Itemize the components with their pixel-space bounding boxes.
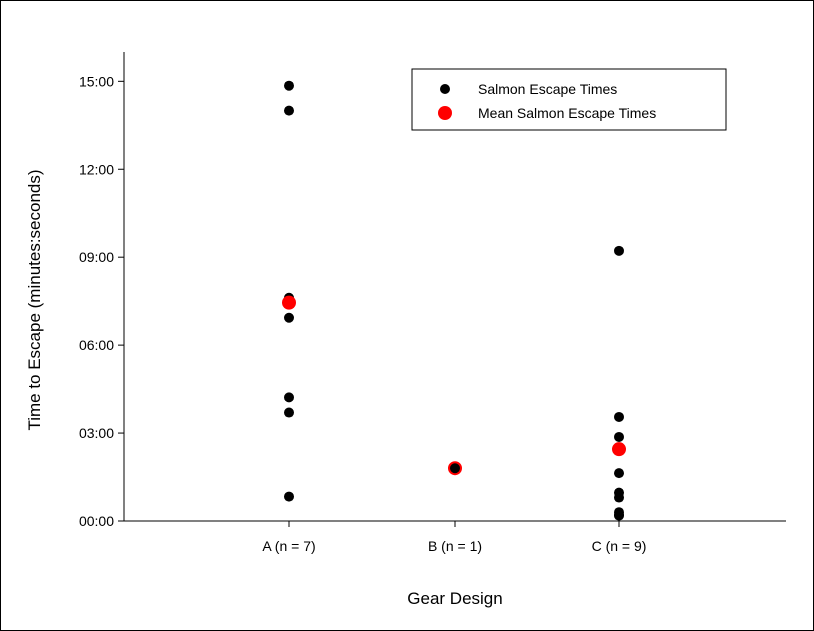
escape-time-point xyxy=(614,411,624,422)
x-axis-label: Gear Design xyxy=(407,589,502,608)
x-tick-label: A (n = 7) xyxy=(262,538,315,554)
escape-time-point xyxy=(284,407,294,418)
legend-label-mean-salmon-escape-times: Mean Salmon Escape Times xyxy=(478,105,656,121)
escape-time-point xyxy=(284,105,294,116)
y-tick-label: 06:00 xyxy=(79,337,114,353)
y-tick-label: 09:00 xyxy=(79,249,114,265)
escape-time-point xyxy=(284,392,294,403)
escape-time-point xyxy=(284,491,294,502)
x-tick-label: B (n = 1) xyxy=(428,538,482,554)
legend-label-salmon-escape-times: Salmon Escape Times xyxy=(478,81,617,97)
escape-time-point xyxy=(284,80,294,91)
y-tick-label: 00:00 xyxy=(79,513,114,529)
escape-time-point xyxy=(614,431,624,442)
escape-time-point xyxy=(284,312,294,323)
y-axis-ticks: 00:00 03:00 06:00 09:00 12:00 15:00 xyxy=(79,73,124,529)
escape-time-point-overlay xyxy=(450,463,460,474)
y-tick-label: 03:00 xyxy=(79,425,114,441)
escape-time-point xyxy=(614,492,624,503)
legend-marker-salmon-escape-times xyxy=(440,84,450,94)
x-axis-ticks: A (n = 7) B (n = 1) C (n = 9) xyxy=(262,521,646,554)
mean-escape-time-point xyxy=(612,442,626,457)
legend-marker-mean-salmon-escape-times xyxy=(438,106,452,120)
escape-time-point xyxy=(614,245,624,256)
legend-box xyxy=(411,68,727,131)
legend: Salmon Escape Times Mean Salmon Escape T… xyxy=(411,68,727,131)
y-tick-label: 15:00 xyxy=(79,73,114,89)
escape-time-point xyxy=(614,468,624,479)
mean-escape-time-point xyxy=(282,295,296,310)
y-tick-label: 12:00 xyxy=(79,161,114,177)
escape-time-point xyxy=(614,510,624,521)
y-axis-label: Time to Escape (minutes:seconds) xyxy=(25,169,44,430)
x-tick-label: C (n = 9) xyxy=(592,538,647,554)
data-points xyxy=(282,80,626,521)
